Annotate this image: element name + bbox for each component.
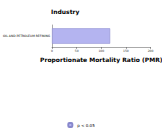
svg-text:50: 50 [75,49,79,53]
svg-text:p < 0.05: p < 0.05 [77,123,95,128]
svg-text:OIL AND PETROLEUM REFINING: OIL AND PETROLEUM REFINING [3,34,51,38]
svg-text:200: 200 [148,49,154,53]
svg-text:Proportionate Mortality Ratio: Proportionate Mortality Ratio (PMR) [40,56,162,64]
svg-text:Industry: Industry [51,8,79,16]
svg-text:0: 0 [51,49,53,53]
svg-text:150: 150 [123,49,129,53]
svg-text:100: 100 [98,49,104,53]
